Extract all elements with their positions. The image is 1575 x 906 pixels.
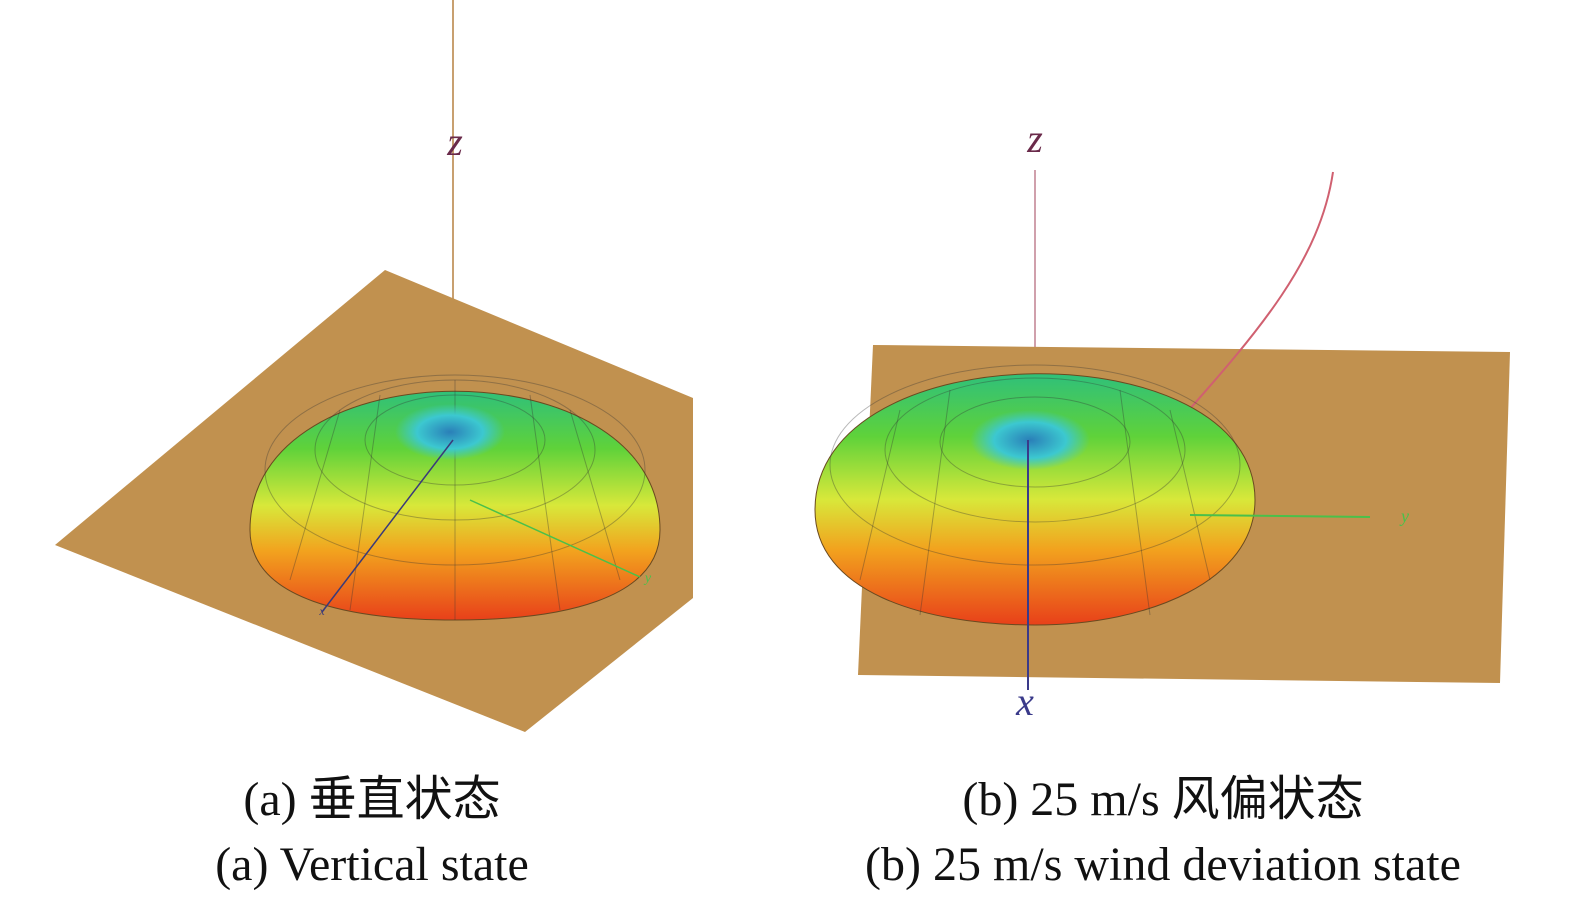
null-region <box>395 404 505 460</box>
null-region <box>970 410 1090 470</box>
caption: (b) 25 m/s wind deviation state <box>865 838 1461 891</box>
mesh <box>829 364 1241 616</box>
radiation-pattern <box>814 373 1256 626</box>
panel-a: z x y (a) 垂直状态 (a) Vertical state <box>55 0 693 891</box>
axis-label: x <box>318 604 325 618</box>
caption: (b) 25 m/s 风偏状态 <box>962 773 1363 826</box>
x-axis <box>321 439 454 613</box>
axis-label: z <box>446 119 463 164</box>
y-axis <box>1189 514 1371 518</box>
radiation-pattern <box>249 390 661 621</box>
y-axis <box>469 499 641 578</box>
panel-b: z x y (b) 25 m/s 风偏状态 (b) 25 m/s wind de… <box>814 116 1510 891</box>
conductor-line <box>1179 171 1334 421</box>
axis-label: y <box>643 571 652 586</box>
axis-label: x <box>1015 679 1034 724</box>
mesh <box>264 374 646 620</box>
axis-label: y <box>1399 506 1409 526</box>
caption: (a) 垂直状态 <box>243 773 500 826</box>
caption: (a) Vertical state <box>215 838 529 891</box>
axis-label: z <box>1026 116 1043 161</box>
